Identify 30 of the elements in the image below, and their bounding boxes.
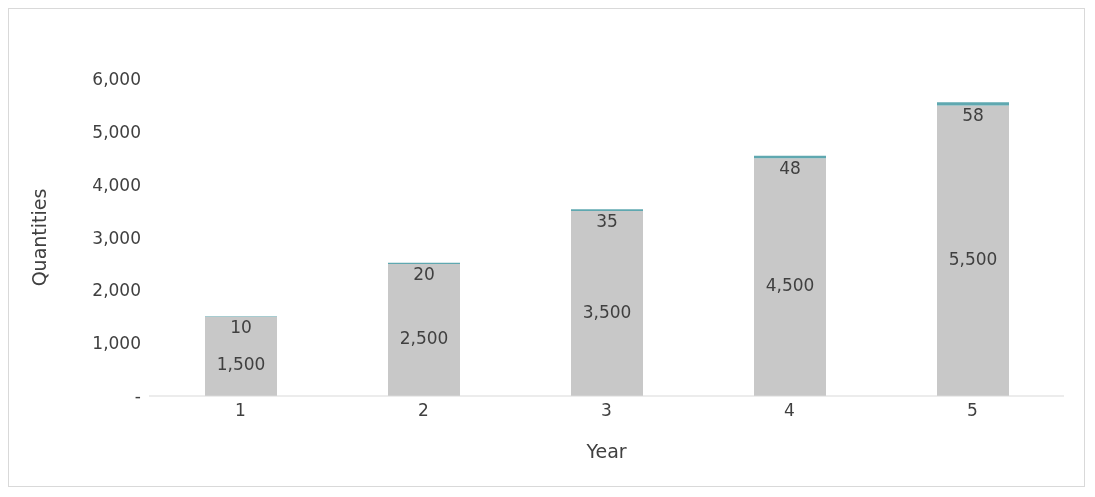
y-tick-label: - [134, 386, 141, 407]
y-tick-label: 3,000 [92, 227, 141, 248]
data-label: 4,500 [765, 275, 815, 296]
y-tick-label: 5,000 [92, 121, 141, 142]
data-label: 1,500 [216, 354, 266, 375]
data-label: 5,500 [948, 248, 998, 269]
x-axis-title: Year [585, 440, 627, 462]
data-label: 35 [596, 211, 618, 232]
bar [388, 263, 460, 396]
data-label: 48 [779, 158, 801, 179]
y-tick-label: 1,000 [92, 333, 141, 354]
y-tick-label: 2,000 [92, 280, 141, 301]
data-label: 3,500 [582, 301, 632, 322]
bar [937, 102, 1009, 106]
x-tick-label: 1 [235, 400, 246, 421]
bar [754, 158, 826, 396]
y-tick-label: 4,000 [92, 174, 141, 195]
x-tick-label: 4 [784, 400, 795, 421]
data-label: 2,500 [399, 327, 449, 348]
x-tick-label: 5 [967, 400, 978, 421]
y-axis-title: Quantities [27, 188, 50, 287]
x-tick-label: 2 [418, 400, 429, 421]
data-label: 58 [962, 105, 984, 126]
data-label: 10 [230, 316, 252, 337]
bar [571, 211, 643, 396]
x-tick-label: 3 [601, 400, 612, 421]
data-label: 20 [413, 263, 435, 284]
bar [937, 105, 1009, 396]
bar [205, 316, 277, 396]
y-tick-label: 6,000 [92, 69, 141, 90]
